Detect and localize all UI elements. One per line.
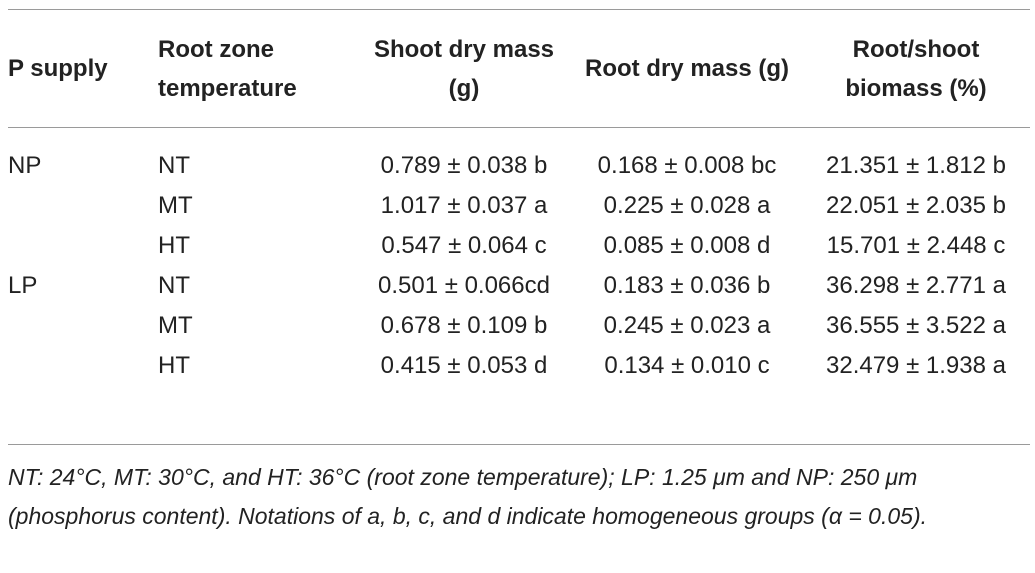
cell-shoot-dry-mass: 0.501 ± 0.066cd bbox=[378, 272, 550, 299]
cell-p-supply bbox=[8, 346, 158, 397]
header-root-dry-mass: Root dry mass (g) bbox=[584, 55, 790, 82]
table-row: MT 0.678 ± 0.109 b 0.245 ± 0.023 a 36.55… bbox=[8, 306, 1030, 346]
cell-p-supply bbox=[8, 226, 158, 266]
cell-root-shoot-biomass: 22.051 ± 2.035 b bbox=[826, 192, 1006, 219]
cell-temperature: NT bbox=[158, 152, 190, 179]
header-row: P supply Root zone temperature Shoot dry… bbox=[8, 10, 1030, 127]
cell-temperature: HT bbox=[158, 352, 190, 379]
table-bottom-rule bbox=[8, 444, 1030, 445]
data-table: P supply Root zone temperature Shoot dry… bbox=[8, 10, 1030, 397]
cell-temperature: MT bbox=[158, 312, 193, 339]
table-top-rule bbox=[8, 9, 1030, 10]
cell-root-shoot-biomass: 32.479 ± 1.938 a bbox=[826, 352, 1006, 379]
cell-temperature: HT bbox=[158, 232, 190, 259]
header-root-shoot-biomass: Root/shoot biomass (%) bbox=[845, 35, 987, 102]
table-row: NP NT 0.789 ± 0.038 b 0.168 ± 0.008 bc 2… bbox=[8, 127, 1030, 186]
cell-root-shoot-biomass: 21.351 ± 1.812 b bbox=[826, 152, 1006, 179]
cell-root-dry-mass: 0.245 ± 0.023 a bbox=[603, 312, 771, 339]
cell-shoot-dry-mass: 1.017 ± 0.037 a bbox=[380, 192, 548, 219]
table-row: HT 0.415 ± 0.053 d 0.134 ± 0.010 c 32.47… bbox=[8, 346, 1030, 397]
cell-root-dry-mass: 0.085 ± 0.008 d bbox=[603, 232, 771, 259]
cell-shoot-dry-mass: 0.678 ± 0.109 b bbox=[380, 312, 548, 339]
cell-p-supply: NP bbox=[8, 152, 42, 179]
cell-p-supply bbox=[8, 186, 158, 226]
cell-root-dry-mass: 0.168 ± 0.008 bc bbox=[597, 152, 777, 179]
cell-root-shoot-biomass: 36.555 ± 3.522 a bbox=[826, 312, 1006, 339]
cell-root-dry-mass: 0.183 ± 0.036 b bbox=[603, 272, 771, 299]
header-shoot-dry-mass: Shoot dry mass (g) bbox=[373, 35, 555, 102]
cell-shoot-dry-mass: 0.789 ± 0.038 b bbox=[380, 152, 548, 179]
cell-root-dry-mass: 0.225 ± 0.028 a bbox=[603, 192, 771, 219]
header-root-zone-temperature: Root zone temperature bbox=[158, 35, 297, 102]
cell-root-shoot-biomass: 15.701 ± 2.448 c bbox=[826, 232, 1006, 259]
cell-p-supply: LP bbox=[8, 272, 38, 299]
table-footnote: NT: 24°C, MT: 30°C, and HT: 36°C (root z… bbox=[8, 464, 927, 529]
cell-p-supply bbox=[8, 306, 158, 346]
cell-shoot-dry-mass: 0.547 ± 0.064 c bbox=[381, 232, 547, 259]
table-row: HT 0.547 ± 0.064 c 0.085 ± 0.008 d 15.70… bbox=[8, 226, 1030, 266]
cell-shoot-dry-mass: 0.415 ± 0.053 d bbox=[380, 352, 548, 379]
cell-temperature: NT bbox=[158, 272, 190, 299]
cell-root-dry-mass: 0.134 ± 0.010 c bbox=[604, 352, 770, 379]
table-row: LP NT 0.501 ± 0.066cd 0.183 ± 0.036 b 36… bbox=[8, 266, 1030, 306]
header-bottom-rule bbox=[8, 127, 1030, 128]
cell-temperature: MT bbox=[158, 192, 193, 219]
table-row: MT 1.017 ± 0.037 a 0.225 ± 0.028 a 22.05… bbox=[8, 186, 1030, 226]
cell-root-shoot-biomass: 36.298 ± 2.771 a bbox=[826, 272, 1006, 299]
header-p-supply: P supply bbox=[8, 55, 108, 82]
